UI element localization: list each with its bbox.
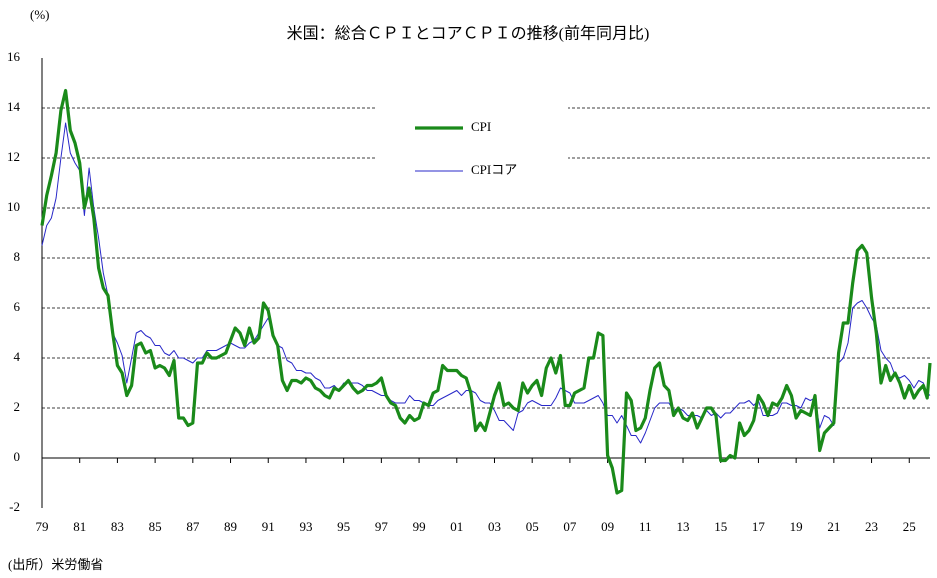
y-tick-label: 2 — [14, 399, 21, 414]
y-tick-label: 6 — [14, 299, 21, 314]
x-tick-label: 83 — [111, 519, 124, 534]
x-tick-label: 19 — [790, 519, 803, 534]
x-tick-label: 81 — [73, 519, 86, 534]
y-tick-label: 10 — [7, 199, 20, 214]
y-tick-label: 0 — [14, 449, 21, 464]
x-tick-label: 23 — [865, 519, 878, 534]
y-tick-label: 14 — [7, 99, 21, 114]
legend-box — [375, 100, 568, 188]
x-tick-label: 97 — [375, 519, 389, 534]
chart-title: 米国：総合ＣＰＩとコアＣＰＩの推移(前年同月比) — [287, 25, 650, 43]
series-line — [41, 122, 931, 444]
x-tick-label: 25 — [903, 519, 916, 534]
x-tick-label: 11 — [639, 519, 652, 534]
x-tick-label: 95 — [337, 519, 350, 534]
x-tick-label: 93 — [299, 519, 312, 534]
y-tick-label: -2 — [9, 499, 20, 514]
y-unit: (%) — [30, 7, 50, 22]
x-tick-label: 79 — [36, 519, 49, 534]
x-tick-label: 01 — [450, 519, 463, 534]
x-tick-label: 05 — [526, 519, 539, 534]
legend-label: CPI — [471, 119, 491, 134]
legend-label: CPIコア — [471, 162, 517, 177]
x-tick-label: 17 — [752, 519, 766, 534]
x-tick-label: 91 — [262, 519, 275, 534]
x-tick-label: 21 — [827, 519, 840, 534]
series-line — [40, 88, 932, 495]
x-tick-label: 07 — [563, 519, 577, 534]
x-tick-label: 09 — [601, 519, 614, 534]
y-tick-label: 16 — [7, 49, 21, 64]
x-tick-label: 13 — [677, 519, 690, 534]
x-tick-label: 89 — [224, 519, 237, 534]
x-tick-label: 15 — [714, 519, 727, 534]
y-tick-label: 12 — [7, 149, 20, 164]
x-tick-label: 85 — [149, 519, 162, 534]
y-tick-label: 4 — [14, 349, 21, 364]
source-note: (出所）米労働省 — [8, 557, 103, 572]
x-tick-label: 87 — [186, 519, 200, 534]
x-tick-label: 99 — [413, 519, 426, 534]
y-tick-label: 8 — [14, 249, 21, 264]
x-tick-label: 03 — [488, 519, 501, 534]
